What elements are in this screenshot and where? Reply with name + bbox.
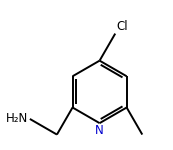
- Text: H₂N: H₂N: [6, 112, 28, 125]
- Text: Cl: Cl: [117, 20, 128, 33]
- Text: N: N: [95, 124, 104, 138]
